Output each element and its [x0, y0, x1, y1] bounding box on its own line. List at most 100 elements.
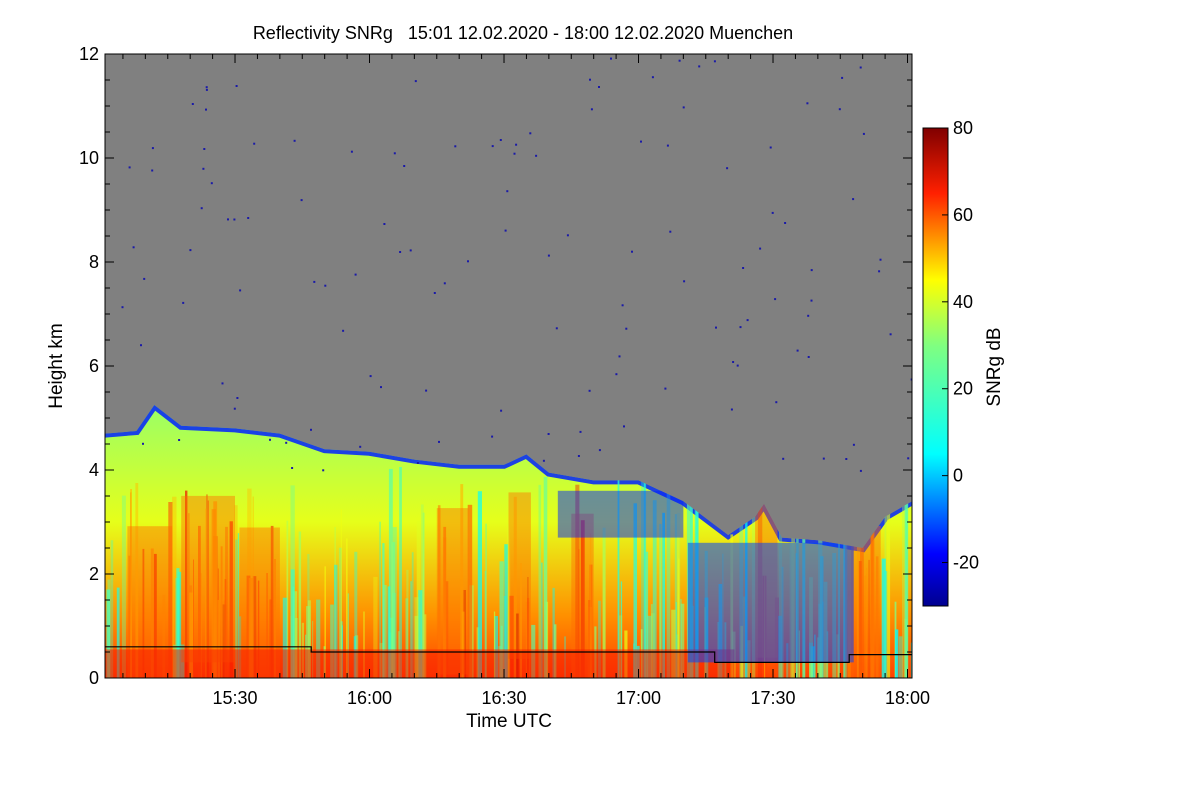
echo-streak [589, 564, 593, 678]
echo-streak [875, 556, 879, 678]
noise-speckle [542, 459, 545, 462]
y-axis: 0 2 4 6 8 10 12 [79, 44, 912, 688]
echo-streak [235, 539, 238, 678]
noise-speckle [769, 146, 772, 149]
echo-streak [257, 580, 260, 678]
noise-speckle [579, 430, 582, 433]
noise-speckle [236, 397, 239, 399]
echo-streak [575, 484, 580, 678]
noise-speckle [416, 462, 419, 464]
noise-speckle [566, 234, 569, 237]
noise-speckle [547, 433, 550, 435]
noise-speckle [713, 60, 716, 63]
noise-speckle [202, 167, 205, 170]
noise-speckle [852, 198, 855, 201]
echo-streak [647, 615, 652, 678]
echo-streak [895, 629, 899, 678]
noise-speckle [233, 407, 236, 410]
echo-streak [334, 527, 336, 678]
echo-streak [527, 577, 529, 678]
noise-speckle [529, 132, 532, 135]
noise-speckle [191, 103, 194, 105]
echo-streak [162, 594, 166, 678]
echo-streak [645, 551, 649, 678]
echo-streak [580, 520, 585, 678]
noise-speckle [610, 57, 612, 60]
noise-speckle [862, 132, 865, 135]
noise-speckle [142, 442, 144, 445]
echo-streak [142, 548, 145, 678]
colorbar-tick-label: 80 [953, 118, 973, 138]
noise-speckle [822, 457, 825, 460]
noise-speckle [293, 139, 296, 142]
weak-echo-cap [557, 490, 684, 538]
x-axis: 15:30 16:00 16:30 17:00 17:30 18:00 [122, 54, 930, 708]
noise-speckle [806, 102, 809, 105]
colorbar-tick-label: 60 [953, 205, 973, 225]
noise-speckle [555, 327, 558, 330]
echo-streak [485, 523, 487, 678]
echo-streak [363, 611, 365, 678]
echo-streak [282, 597, 288, 678]
noise-speckle [342, 329, 345, 332]
echo-streak [106, 589, 111, 678]
echo-streak [391, 542, 395, 678]
noise-speckle [324, 284, 327, 287]
echo-streak [674, 514, 677, 678]
cloud-top-fringe [105, 405, 912, 553]
echo-streak [198, 525, 201, 678]
noise-speckle [598, 449, 601, 452]
noise-speckle [182, 301, 185, 304]
echo-streak [493, 611, 496, 678]
noise-speckle [590, 108, 593, 111]
echo-streak [266, 573, 268, 678]
noise-speckle [132, 246, 135, 249]
noise-speckle [414, 80, 417, 83]
noise-speckle [239, 289, 242, 292]
noise-speckle [205, 86, 208, 89]
noise-speckle [698, 65, 701, 68]
noise-speckle [322, 469, 325, 472]
noise-speckle [399, 251, 402, 253]
echo-streak [477, 491, 482, 678]
echo-streak [222, 604, 227, 678]
echo-streak [588, 600, 591, 678]
echo-streak [578, 549, 580, 678]
noise-speckle [577, 455, 580, 457]
echo-streak [437, 505, 441, 678]
echo-streak [388, 468, 393, 678]
noise-speckle [588, 389, 591, 392]
echo-streak [411, 552, 414, 678]
echo-streak [860, 536, 864, 678]
noise-speckle [121, 306, 124, 309]
noise-speckle [746, 319, 749, 322]
echo-streak [189, 592, 193, 678]
noise-speckle [227, 218, 229, 221]
echo-streak [252, 576, 257, 678]
echo-plume [181, 495, 235, 663]
echo-streak [252, 496, 254, 678]
x-tick-label: 17:00 [616, 688, 661, 708]
noise-speckle [796, 349, 799, 352]
echo-streak [211, 509, 216, 678]
echo-streak [443, 526, 447, 678]
noise-speckle [178, 439, 181, 441]
y-tick-label: 4 [89, 460, 99, 480]
echo-streak [858, 561, 862, 678]
noise-speckle [140, 344, 142, 347]
noise-speckle [615, 373, 618, 376]
echo-plume [508, 492, 531, 659]
echo-streak [373, 576, 378, 678]
noise-speckle [500, 409, 503, 412]
echo-streak [886, 490, 891, 678]
noise-speckle [879, 258, 882, 261]
x-tick-label: 17:30 [750, 688, 795, 708]
noise-speckle [491, 435, 494, 438]
echo-streak [205, 508, 207, 678]
noise-speckle [313, 280, 316, 283]
noise-speckle [354, 273, 357, 276]
echo-streak [618, 615, 623, 678]
echo-streak [866, 567, 868, 678]
echo-streak [392, 527, 397, 678]
echo-streak [292, 591, 298, 678]
